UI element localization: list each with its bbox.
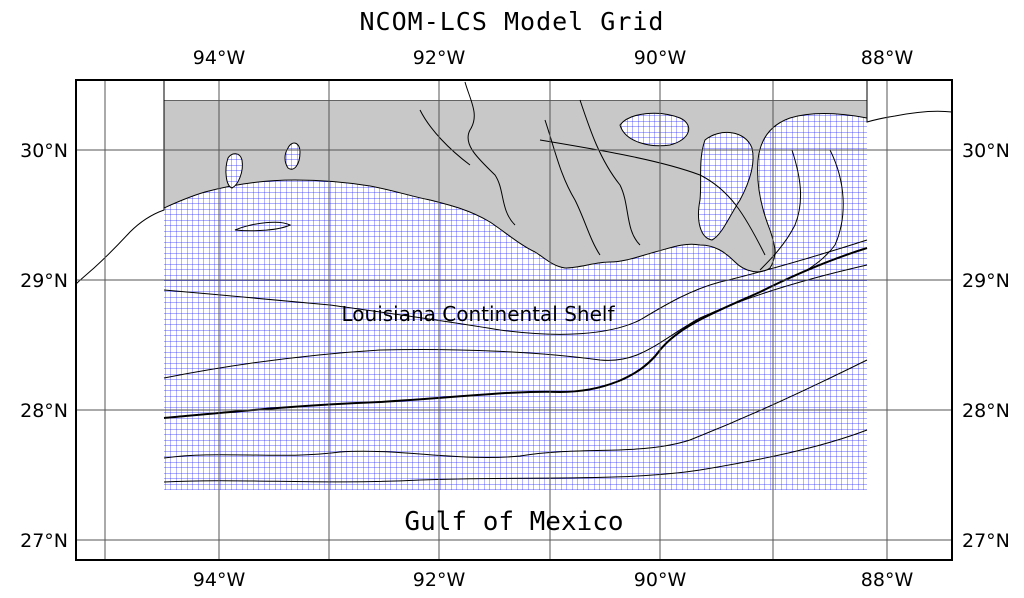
- lake-pontchartrain: [619, 112, 690, 147]
- lat-tick-left: 27°N: [20, 530, 68, 552]
- lon-tick-top: 92°W: [413, 47, 466, 69]
- delta-marsh-waters: [698, 132, 754, 241]
- map-title: NCOM-LCS Model Grid: [360, 7, 665, 36]
- lat-tick-left: 29°N: [20, 270, 68, 292]
- sabine-lake: [225, 153, 243, 189]
- lat-tick-left: 30°N: [20, 140, 68, 162]
- gulf-label: Gulf of Mexico: [404, 507, 623, 537]
- lat-tick-left: 28°N: [20, 400, 68, 422]
- lon-tick-top: 88°W: [861, 47, 914, 69]
- land-outside-grid: [76, 80, 165, 285]
- lat-tick-right: 28°N: [962, 400, 1010, 422]
- lon-tick-bottom: 92°W: [413, 569, 466, 591]
- shelf-label: Louisiana Continental Shelf: [342, 302, 616, 326]
- rivers: [419, 81, 766, 256]
- depth-contours: [163, 149, 868, 483]
- land-outside-grid-east: [866, 80, 952, 123]
- lat-tick-right: 29°N: [962, 270, 1010, 292]
- lat-tick-right: 30°N: [962, 140, 1010, 162]
- lon-tick-top: 94°W: [193, 47, 246, 69]
- map-frame: [75, 79, 953, 561]
- lon-tick-bottom: 90°W: [634, 569, 687, 591]
- graticule: [76, 80, 952, 560]
- lat-tick-right: 27°N: [962, 530, 1010, 552]
- lon-tick-bottom: 88°W: [861, 569, 914, 591]
- land-shading: [164, 100, 867, 273]
- lon-tick-top: 90°W: [634, 47, 687, 69]
- lon-tick-bottom: 94°W: [193, 569, 246, 591]
